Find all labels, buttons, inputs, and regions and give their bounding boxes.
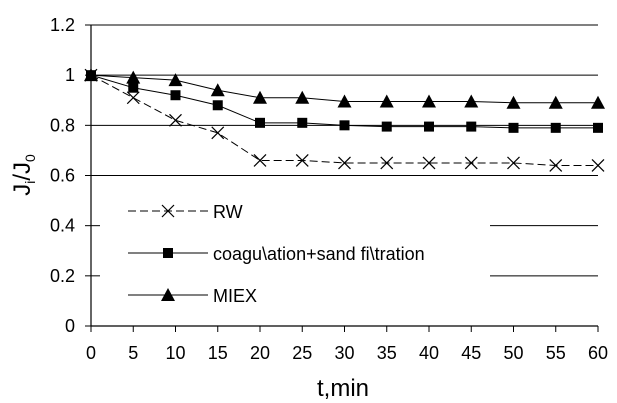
legend-marker-0	[161, 204, 175, 218]
y-tick-label-6: 1.2	[50, 15, 75, 35]
legend-marker-2	[161, 288, 175, 301]
y-axis-title: Ji/J0	[9, 154, 38, 196]
legend-label-2: MIEX	[213, 286, 257, 306]
series-0-point-9	[464, 156, 478, 170]
y-axis-title-sub-i: i	[22, 181, 38, 184]
x-tick-label-1: 5	[128, 343, 138, 363]
y-tick-label-1: 0.2	[50, 266, 75, 286]
series-0-point-6	[338, 156, 351, 170]
series-0-point-8	[422, 156, 436, 170]
series-1-point-3	[212, 100, 223, 111]
series-0-point-4	[253, 154, 267, 167]
series-0-point-10	[507, 156, 520, 170]
x-tick-label-5: 25	[292, 343, 312, 363]
y-axis-title-main: J	[9, 184, 36, 196]
series-1-point-6	[339, 120, 350, 131]
x-tick-label-4: 20	[250, 343, 270, 363]
series-2-point-7	[379, 94, 394, 108]
series-2-point-11	[548, 95, 563, 109]
legend-label-0: RW	[213, 202, 243, 222]
y-axis-title-sub-0: 0	[22, 154, 38, 162]
series-0-point-7	[380, 156, 394, 170]
series-2-point-2	[168, 73, 183, 87]
x-tick-label-2: 10	[165, 343, 185, 363]
legend: RW coagu\ation+sand fi\tration MIEX	[128, 202, 425, 306]
x-tick-label-12: 60	[588, 343, 608, 363]
y-tick-label-2: 0.4	[50, 216, 75, 236]
series-2-point-3	[210, 83, 225, 97]
x-tick-label-9: 45	[461, 343, 481, 363]
series-1-point-5	[297, 117, 308, 128]
series-0-point-3	[211, 126, 225, 140]
y-tick-label-4: 0.8	[50, 115, 75, 135]
series-2-point-4	[253, 90, 267, 104]
series-1-point-10	[508, 122, 519, 133]
series-lines	[90, 74, 598, 166]
series-0-point-2	[169, 113, 182, 127]
series-2-point-10	[506, 95, 521, 109]
series-0-point-5	[295, 154, 309, 167]
series-2-point-0	[84, 68, 98, 82]
axes	[85, 24, 599, 332]
series-1-point-9	[466, 121, 477, 132]
series-1-point-8	[424, 121, 434, 132]
x-tick-label-7: 35	[377, 343, 397, 363]
y-axis-title-slash: /J	[9, 162, 36, 181]
gridlines	[91, 24, 598, 277]
series-markers	[84, 68, 605, 172]
series-1-point-2	[170, 90, 181, 101]
legend-marker-1	[163, 248, 173, 258]
series-line-0	[90, 74, 598, 166]
y-tick-label-0: 0	[65, 316, 75, 336]
series-1-point-12	[593, 122, 603, 133]
series-2-point-6	[337, 94, 352, 108]
series-0-point-1	[126, 91, 140, 105]
series-2-point-5	[295, 90, 310, 104]
x-axis-title: t,min	[317, 375, 369, 402]
series-2-point-1	[126, 70, 141, 84]
legend-label-1: coagu\ation+sand fi\tration	[213, 244, 425, 264]
x-tick-label-8: 40	[419, 343, 439, 363]
series-1-point-4	[255, 117, 265, 128]
series-0-point-11	[549, 159, 563, 172]
x-tick-label-11: 55	[546, 343, 566, 363]
y-tick-label-3: 0.6	[50, 166, 75, 186]
x-tick-label-6: 30	[334, 343, 354, 363]
series-1-point-11	[550, 122, 561, 133]
series-1-point-7	[381, 121, 392, 132]
y-tick-label-5: 1	[65, 65, 75, 85]
x-tick-labels: 0 5 10 15 20 25 30 35 40 45 50 55 60	[86, 343, 608, 363]
series-2-point-8	[422, 94, 436, 108]
series-1-point-1	[128, 82, 139, 93]
y-tick-labels: 0 0.2 0.4 0.6 0.8 1 1.2	[50, 15, 75, 336]
x-tick-label-10: 50	[503, 343, 523, 363]
x-tick-label-3: 15	[208, 343, 228, 363]
series-2-point-12	[591, 95, 605, 109]
x-tick-label-0: 0	[86, 343, 96, 363]
series-0-point-12	[591, 159, 605, 172]
series-2-point-9	[464, 94, 479, 108]
